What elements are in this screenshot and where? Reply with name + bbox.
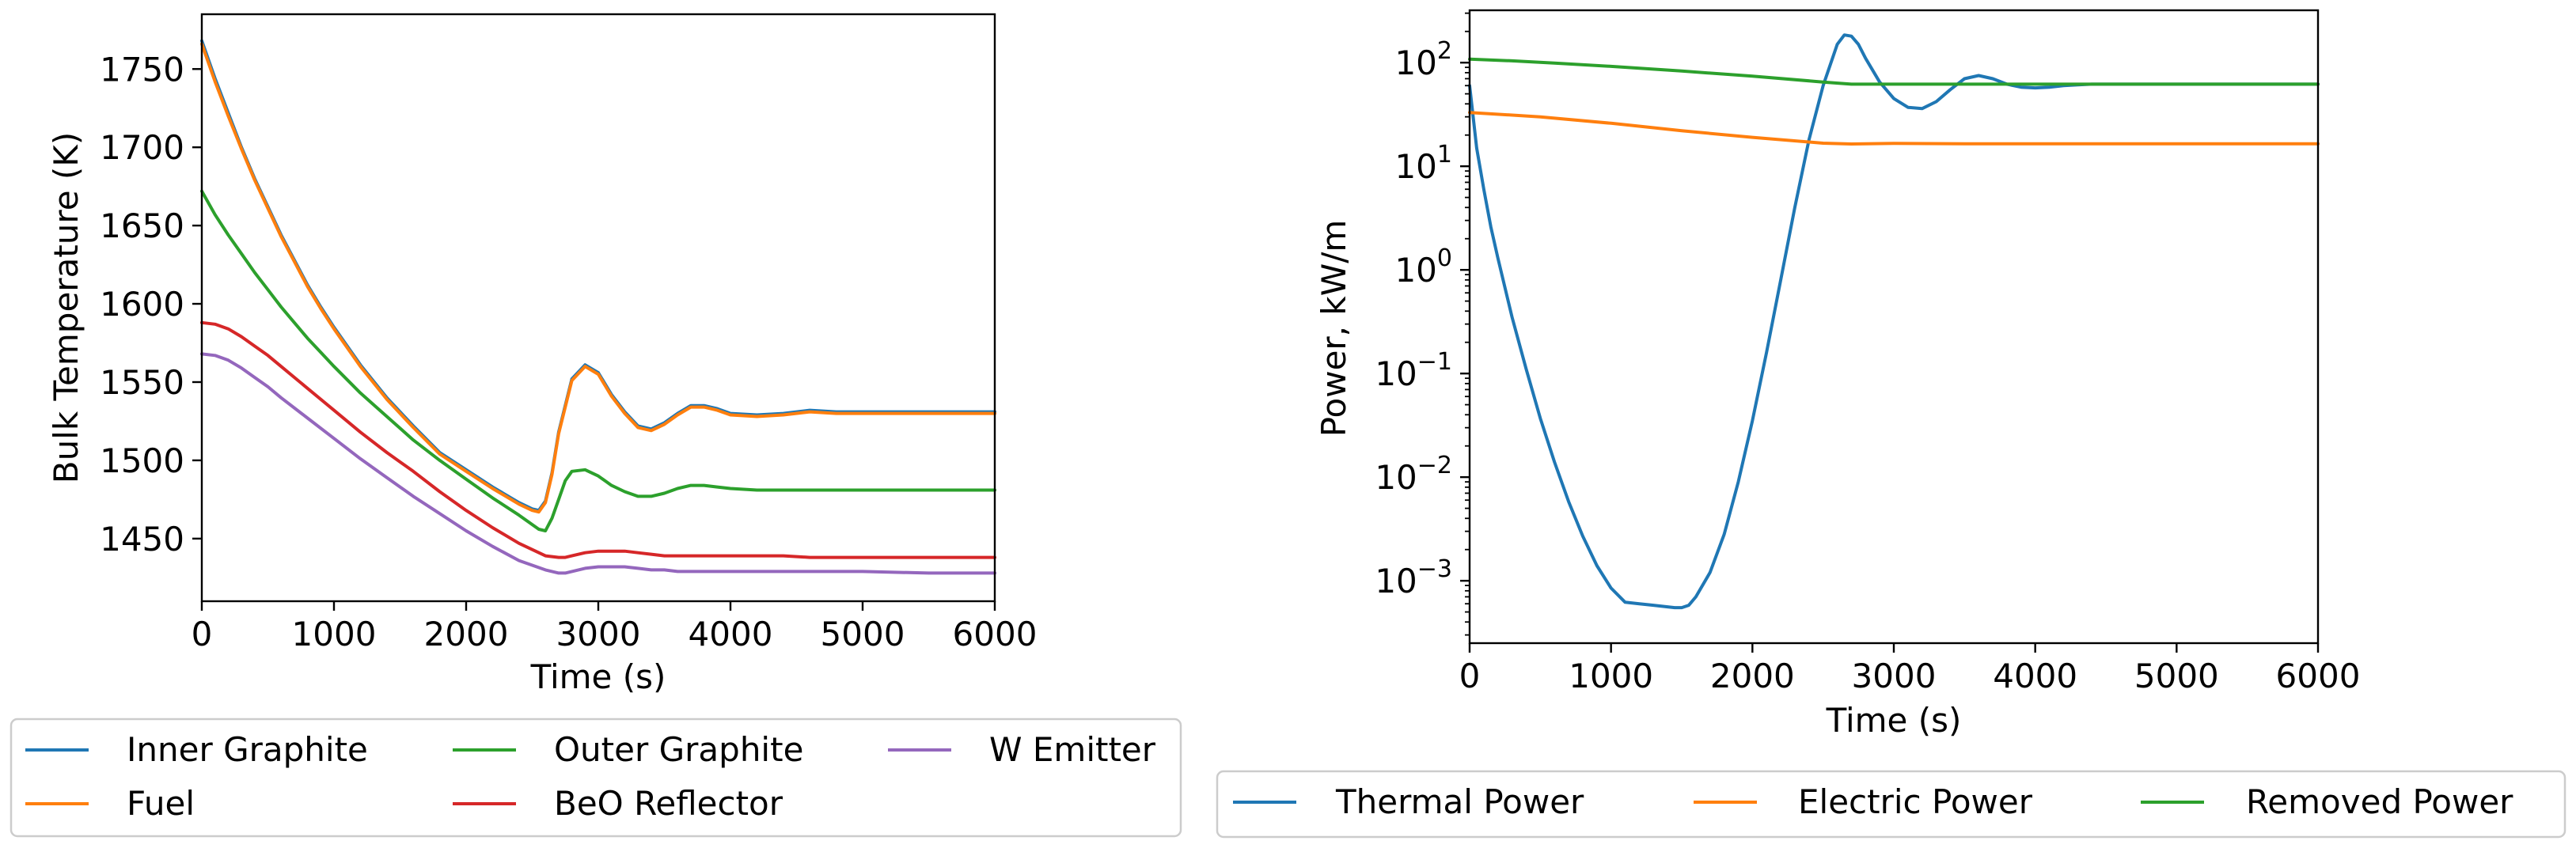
- legend-label-fuel: Fuel: [127, 784, 195, 823]
- legend-entry-thermal-power: Thermal Power: [1233, 782, 1584, 821]
- left-y-tick-label: 1500: [100, 441, 184, 480]
- left-x-tick-label: 4000: [689, 615, 773, 653]
- series-line-outer-graphite: [200, 189, 996, 532]
- legend-entry-inner-graphite: Inner Graphite: [25, 730, 368, 769]
- right-series-lines: [1468, 33, 2320, 610]
- legend-label-electric-power: Electric Power: [1798, 782, 2033, 821]
- power-chart: 0 1000 2000 3000 4000 5000 6000 10−310−210−110…: [1216, 9, 2567, 839]
- legend-label-outer-graphite: Outer Graphite: [554, 730, 803, 769]
- legend-entry-beo-reflector: BeO Reflector: [453, 784, 783, 823]
- left-y-tick-label: 1650: [100, 206, 184, 245]
- legend-label-inner-graphite: Inner Graphite: [127, 730, 368, 769]
- right-y-tick-label: 101: [1394, 141, 1452, 186]
- series-line-beo-reflector: [200, 320, 996, 559]
- series-line-removed-power: [1468, 57, 2320, 86]
- series-line-electric-power: [1468, 111, 2320, 146]
- right-legend: Thermal Power Electric Power Removed Pow…: [1216, 770, 2567, 839]
- left-y-tick-label: 1550: [100, 363, 184, 402]
- legend-label-removed-power: Removed Power: [2246, 782, 2513, 821]
- left-y-tick-label: 1600: [100, 285, 184, 324]
- right-y-tick-label: 102: [1394, 37, 1452, 82]
- left-x-tick-label: 1000: [292, 615, 377, 653]
- right-x-tick-label: 6000: [2276, 657, 2361, 695]
- right-x-tick-label: 3000: [1852, 657, 1937, 695]
- left-x-tick-label: 3000: [556, 615, 641, 653]
- legend-label-beo-reflector: BeO Reflector: [554, 784, 783, 823]
- right-x-axis-label: Time (s): [1826, 701, 1962, 740]
- left-x-tick-label: 5000: [821, 615, 905, 653]
- right-x-tick-label: 5000: [2134, 657, 2219, 695]
- legend-entry-outer-graphite: Outer Graphite: [453, 730, 803, 769]
- right-y-tick-label: 10−2: [1375, 452, 1452, 497]
- series-line-w-emitter: [200, 352, 996, 575]
- series-line-thermal-power: [1468, 33, 2320, 610]
- right-x-tick-label: 0: [1459, 657, 1481, 695]
- left-y-tick-label: 1750: [100, 50, 184, 89]
- right-y-tick-label: 10−1: [1375, 348, 1452, 393]
- right-y-tick-label: 10−3: [1375, 555, 1452, 600]
- series-line-fuel: [200, 42, 996, 514]
- left-y-tick-label: 1700: [100, 128, 184, 167]
- right-x-ticks: 0 1000 2000 3000 4000 5000 6000: [1459, 643, 2361, 695]
- right-x-tick-label: 4000: [1993, 657, 2077, 695]
- legend-entry-electric-power: Electric Power: [1694, 782, 2033, 821]
- right-y-axis-label: Power, kW/m: [1315, 220, 1353, 437]
- legend-entry-removed-power: Removed Power: [2141, 782, 2513, 821]
- legend-entry-w-emitter: W Emitter: [888, 730, 1156, 769]
- left-y-ticks: 1450 1500 1550 1600 1650 1700 1750: [100, 50, 202, 559]
- left-x-tick-label: 2000: [424, 615, 509, 653]
- right-y-ticks: 10−3 10−2 10−1 100 101 102: [1375, 12, 1470, 636]
- legend-entry-fuel: Fuel: [25, 784, 195, 823]
- right-x-tick-label: 2000: [1710, 657, 1795, 695]
- left-y-axis-label: Bulk Temperature (K): [47, 132, 85, 484]
- left-x-tick-label: 6000: [953, 615, 1038, 653]
- left-x-axis-label: Time (s): [530, 657, 666, 696]
- left-x-ticks: 0 1000 2000 3000 4000 5000 6000: [192, 601, 1038, 653]
- left-plot-area: [202, 14, 995, 601]
- right-x-tick-label: 1000: [1569, 657, 1653, 695]
- left-y-tick-label: 1450: [100, 520, 184, 559]
- legend-label-thermal-power: Thermal Power: [1335, 782, 1584, 821]
- right-y-tick-label: 100: [1394, 244, 1452, 290]
- temperature-chart: 0 1000 2000 3000 4000 5000 6000 1450 1500 1550 16…: [9, 13, 1182, 838]
- left-legend: Inner Graphite Fuel Outer Graphite BeO R…: [9, 718, 1182, 838]
- legend-label-w-emitter: W Emitter: [989, 730, 1156, 769]
- left-series-lines: [200, 39, 996, 575]
- right-plot-area: [1470, 10, 2318, 643]
- right-legend-box: [1216, 770, 2567, 839]
- left-x-tick-label: 0: [192, 615, 213, 653]
